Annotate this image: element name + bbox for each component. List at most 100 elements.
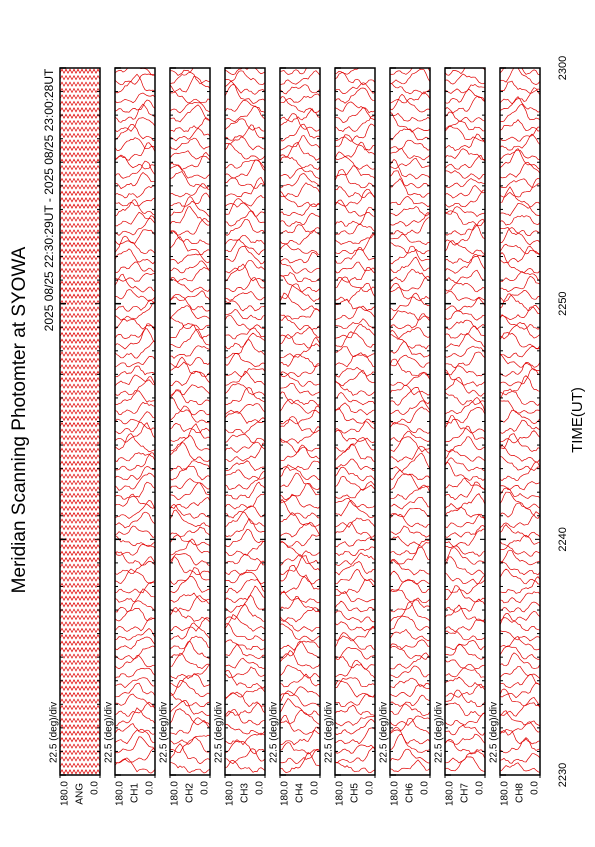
trace <box>500 613 540 631</box>
trace <box>390 558 430 576</box>
trace <box>335 115 375 132</box>
trace <box>170 434 210 452</box>
trace <box>390 206 430 217</box>
trace <box>225 142 265 160</box>
traces <box>500 68 540 773</box>
trace <box>390 684 430 698</box>
trace <box>390 268 430 283</box>
trace <box>225 595 265 613</box>
trace <box>280 483 320 501</box>
trace <box>60 479 100 486</box>
trace <box>280 261 320 274</box>
trace <box>115 582 155 594</box>
trace <box>500 737 540 754</box>
trace <box>445 618 485 633</box>
trace <box>170 652 210 670</box>
trace <box>170 460 210 472</box>
trace <box>60 190 100 197</box>
trace <box>115 68 155 76</box>
trace <box>390 292 430 312</box>
trace <box>280 426 320 444</box>
trace <box>225 176 265 198</box>
trace <box>445 170 485 180</box>
trace <box>60 749 100 756</box>
trace <box>280 686 320 698</box>
trace <box>390 445 430 463</box>
trace <box>60 164 100 171</box>
trace <box>335 68 375 75</box>
trace <box>225 669 265 689</box>
trace <box>115 736 155 754</box>
traces <box>390 68 430 772</box>
trace <box>335 421 375 434</box>
trace <box>390 170 430 189</box>
trace <box>225 159 265 169</box>
trace <box>280 190 320 208</box>
trace <box>335 402 375 416</box>
trace <box>60 460 100 467</box>
trace <box>115 645 155 660</box>
trace <box>445 425 485 443</box>
trace <box>115 757 155 774</box>
trace <box>225 315 265 330</box>
trace <box>225 529 265 547</box>
trace <box>390 733 430 753</box>
trace <box>280 555 320 575</box>
trace <box>170 384 210 397</box>
trace <box>390 196 430 208</box>
trace <box>60 113 100 119</box>
trace <box>335 323 375 339</box>
trace <box>445 206 485 217</box>
trace <box>60 685 100 691</box>
trace <box>115 235 155 255</box>
y-tick-label: 0.0 <box>90 781 101 795</box>
trace <box>225 105 265 123</box>
trace <box>60 267 100 274</box>
trace <box>390 436 430 453</box>
trace <box>60 319 100 325</box>
trace <box>115 117 155 133</box>
trace <box>390 615 430 631</box>
trace <box>115 728 155 745</box>
trace <box>280 460 320 471</box>
trace <box>170 635 210 650</box>
trace <box>500 762 540 773</box>
trace <box>445 218 485 236</box>
y-tick-label: 0.0 <box>145 781 156 795</box>
traces <box>445 68 485 772</box>
trace <box>115 723 155 735</box>
trace <box>280 650 320 669</box>
trace <box>170 206 210 226</box>
trace <box>225 177 265 189</box>
panel-label: CH2 <box>185 783 196 803</box>
trace <box>445 68 485 76</box>
trace <box>60 81 100 87</box>
trace <box>500 721 540 736</box>
trace <box>115 617 155 632</box>
scale-label: 22.5 (deg)/div <box>159 702 170 763</box>
trace <box>335 380 375 396</box>
trace <box>280 107 320 123</box>
trace <box>60 286 100 293</box>
trace <box>445 598 485 613</box>
trace <box>335 282 375 302</box>
trace <box>115 535 155 547</box>
trace <box>170 478 210 490</box>
trace <box>225 100 265 113</box>
trace <box>280 156 320 171</box>
trace <box>60 679 100 685</box>
trace <box>170 357 210 369</box>
trace <box>445 545 485 557</box>
trace <box>280 521 320 538</box>
trace <box>115 273 155 293</box>
trace <box>445 297 485 311</box>
trace <box>500 353 540 368</box>
trace <box>390 245 430 265</box>
trace <box>500 270 540 283</box>
y-tick-label: 0.0 <box>310 781 321 795</box>
trace <box>60 730 100 736</box>
trace <box>445 325 485 339</box>
trace <box>500 419 540 434</box>
trace <box>170 617 210 632</box>
trace <box>170 422 210 434</box>
